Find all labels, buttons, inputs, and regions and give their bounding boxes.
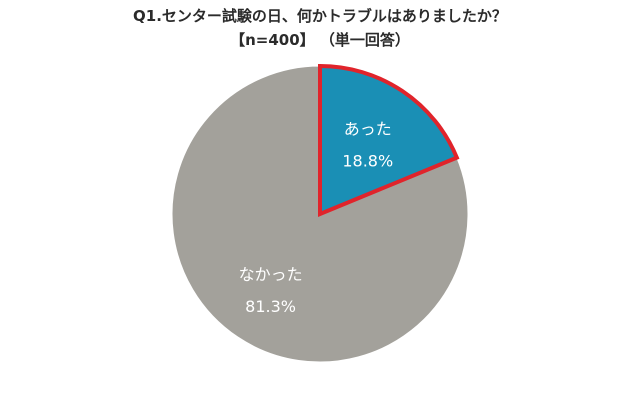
- chart-title: Q1.センター試験の日、何かトラブルはありましたか？: [133, 7, 507, 25]
- pie-labels: あった 18.8% なかった 81.3%: [239, 120, 394, 316]
- slice-label-0: あった: [344, 120, 392, 139]
- pie-slice-0: [318, 63, 460, 217]
- pie-slices: [171, 63, 469, 363]
- chart-subtitle: 【n=400】 （単一回答）: [230, 31, 410, 49]
- slice-value-label-0: 18.8%: [342, 152, 393, 171]
- slice-label-1: なかった: [239, 265, 303, 284]
- slice-value-label-1: 81.3%: [245, 297, 296, 316]
